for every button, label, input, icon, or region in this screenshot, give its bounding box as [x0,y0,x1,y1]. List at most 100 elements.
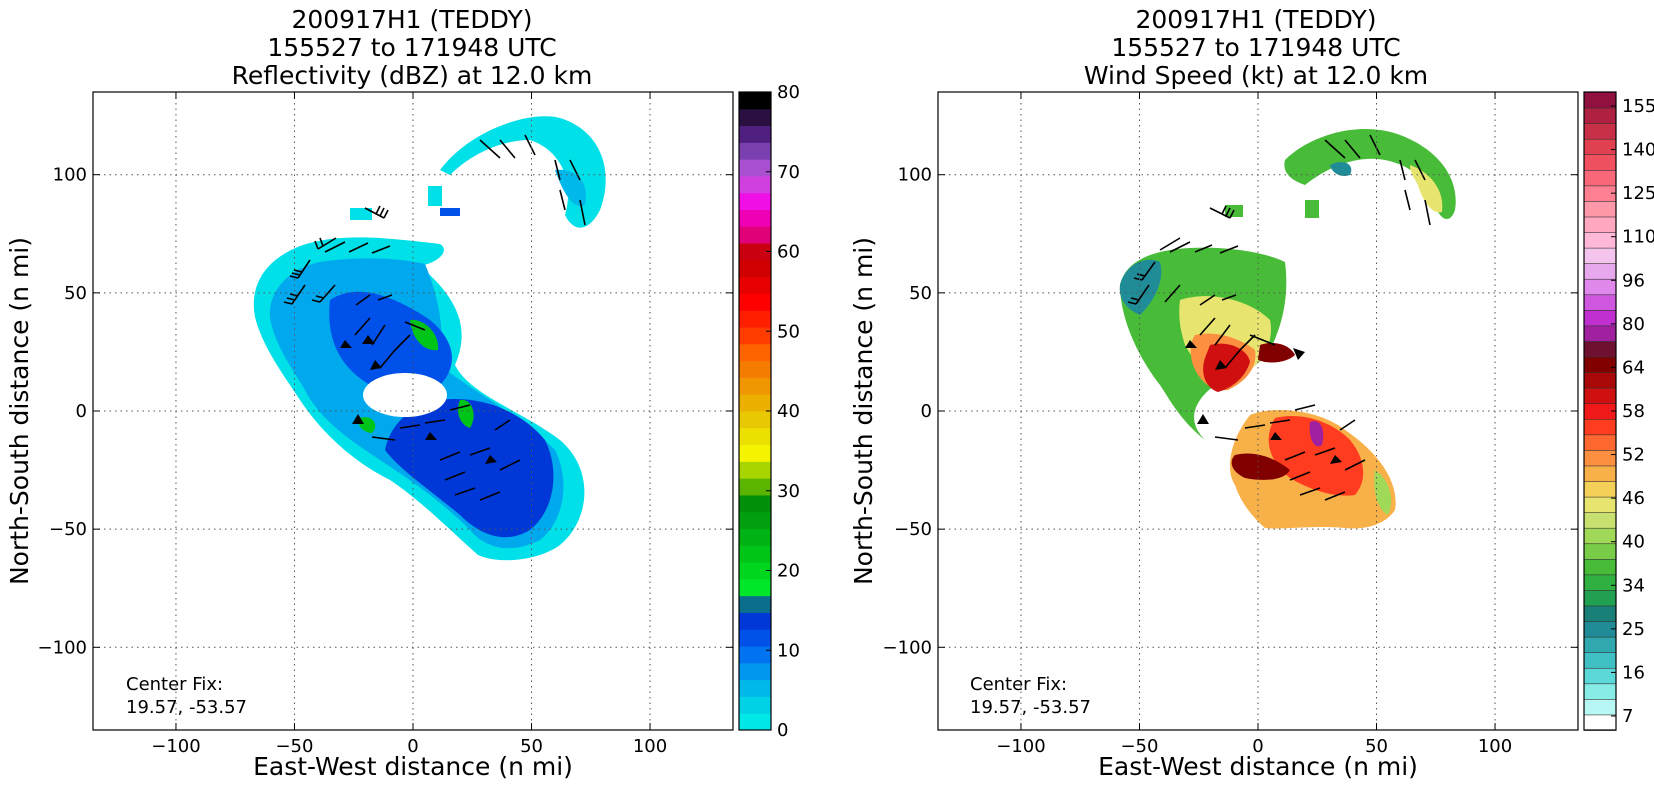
colorbar-segment [1583,340,1617,358]
x-tick-label: −50 [275,736,313,757]
wind-barbs [283,134,586,501]
colorbar-segment [1583,558,1617,576]
colorbar-segment [1583,465,1617,482]
x-tick-label: 100 [1478,736,1512,757]
title-line-1: 200917H1 (TEDDY) [291,5,532,34]
y-axis-label: North-South distance (n mi) [849,237,878,585]
colorbar-segment [739,411,771,429]
colorbar-segment [1583,247,1617,264]
colorbar-segment [739,494,771,513]
colorbar-segment [1583,107,1617,124]
colorbar-segment [739,562,771,580]
colorbar-segment [1583,574,1617,591]
colorbar-segment [739,125,771,143]
colorbar-tick-label: 110 [1622,227,1654,248]
wind-ne-arc [1284,129,1456,220]
colorbar-tick-label: 10 [777,640,800,661]
colorbar-segment [739,528,771,546]
y-tick-label: 50 [909,283,932,304]
x-tick-label: 50 [520,736,543,757]
echo-core-south [385,399,554,538]
axis-ticks: −100 −50 0 50 100 −100 −50 0 50 100 [883,92,1578,757]
wind-ne-arc-teal [1330,162,1352,176]
colorbar-segment [739,192,771,211]
colorbar-segment [739,662,771,681]
y-axis-label: North-South distance (n mi) [5,237,34,585]
colorbar-segment [739,629,771,647]
barb-flags [1185,340,1342,464]
colorbar-segment [739,92,771,110]
title-line-2: 155527 to 171948 UTC [267,33,556,62]
title-line-3: Reflectivity (dBZ) at 12.0 km [232,61,593,90]
colorbar-segment [1583,589,1617,607]
colorbar-segment [739,108,771,127]
wind-teal-west [1119,259,1162,315]
y-tick-label: 50 [64,283,87,304]
colorbar-segment [739,159,771,177]
eye-clear [363,373,447,417]
wind-south-red [1268,416,1364,496]
colorbar-segment [739,226,771,244]
colorbar-tick-label: 40 [1622,532,1645,553]
colorbar-segment [739,461,771,479]
colorbar-tick-label: 60 [777,242,800,263]
axis-ticks: −100 −50 0 50 100 −100 −50 0 50 100 [38,92,733,757]
colorbar-segment [1583,169,1617,187]
x-tick-label: −100 [996,736,1045,757]
colorbar-segment [739,377,771,395]
colorbar-segment [1583,449,1617,467]
colorbar-tick-label: 50 [777,321,800,342]
y-tick-label: 100 [53,165,87,186]
colorbar-tick-label: 80 [1622,314,1645,335]
colorbar-wind-speed: 7 16 25 34 40 46 52 58 64 80 96 110 125 140 155 [1583,91,1654,731]
colorbar-tick-label: 0 [777,720,788,741]
wind-speed-data-field [1119,129,1456,529]
colorbar-tick-label: 25 [1622,619,1645,640]
colorbar-segment [739,545,771,563]
colorbar-tick-label: 70 [777,162,800,183]
colorbar-segment [1583,138,1617,156]
wind-cell [1305,200,1319,218]
colorbar-segment [1583,216,1617,233]
x-tick-label: 100 [633,736,667,757]
colorbar-tick-label: 140 [1622,140,1654,161]
colorbar-segment [1583,683,1617,700]
colorbar-segment [1583,231,1617,249]
echo-cell [428,186,442,206]
colorbar-segment [739,578,771,597]
y-tick-label: −50 [894,519,932,540]
panel-wind-speed: 200917H1 (TEDDY) 155527 to 171948 UTC Wi… [849,5,1654,781]
green-cell [358,417,376,433]
center-fix-label: Center Fix: [970,674,1067,695]
wind-ne-arc-yellow [1410,165,1443,213]
y-tick-label: 0 [921,401,932,422]
y-tick-label: −50 [49,519,87,540]
colorbar-tick-label: 34 [1622,575,1645,596]
colorbar-tick-label: 52 [1622,445,1645,466]
wind-south-darkred [1231,453,1290,480]
title-line-3: Wind Speed (kt) at 12.0 km [1084,61,1428,90]
colorbar-segment [1583,542,1617,560]
colorbar-segment [739,696,771,714]
colorbar-segment [1583,293,1617,311]
echo-ne-arc-inner [555,169,586,207]
colorbar-segment [739,478,771,496]
colorbar-segment [1583,667,1617,685]
x-axis-label: East-West distance (n mi) [253,752,573,781]
colorbar-tick-label: 7 [1622,706,1633,727]
echo-core-north [329,291,452,393]
colorbar-tick-label: 80 [777,82,800,103]
wind-barbs [1127,134,1431,501]
colorbar-segment [739,595,771,613]
colorbar-segment [1583,122,1617,140]
colorbar-segment [739,713,771,731]
colorbar-segment [739,175,771,194]
colorbar-segment [739,679,771,697]
grid-lines [938,92,1578,730]
colorbar-segment [1583,153,1617,171]
colorbar-segment [739,360,771,378]
colorbar-tick-label: 125 [1622,183,1654,204]
y-tick-label: 100 [898,165,932,186]
colorbar-segment [739,259,771,278]
colorbar-segment [1583,278,1617,296]
